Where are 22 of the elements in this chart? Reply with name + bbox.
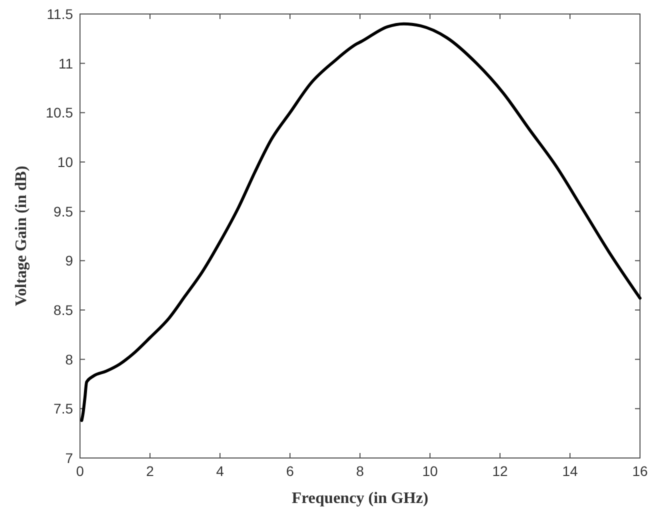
line-series — [80, 22, 642, 422]
x-tick-label: 16 — [632, 463, 648, 479]
x-tick-label: 6 — [286, 463, 294, 479]
y-tick-label: 8 — [65, 351, 74, 368]
x-tick-label: 10 — [422, 463, 438, 479]
y-tick-label: 7 — [65, 450, 74, 466]
x-tick-label: 4 — [216, 463, 224, 479]
y-tick-label: 9 — [65, 252, 74, 269]
y-tick-label: 11 — [58, 55, 74, 72]
y-tick-label: 9.5 — [54, 203, 74, 220]
x-tick-label: 0 — [76, 463, 84, 479]
y-tick-label: 10.5 — [46, 104, 74, 121]
y-axis-title: Voltage Gain (in dB) — [13, 166, 30, 306]
x-tick-label: 8 — [356, 463, 364, 479]
y-tick-label: 10 — [57, 154, 74, 170]
y-tick-label: 7.5 — [54, 400, 74, 417]
y-tick-label: 11.5 — [46, 6, 74, 22]
x-axis-title: Frequency (in GHz) — [292, 490, 428, 507]
x-tick-label: 14 — [562, 463, 578, 479]
y-tick-label: 8.5 — [54, 302, 74, 318]
x-tick-label: 12 — [492, 463, 508, 479]
x-tick-label: 2 — [146, 463, 154, 479]
